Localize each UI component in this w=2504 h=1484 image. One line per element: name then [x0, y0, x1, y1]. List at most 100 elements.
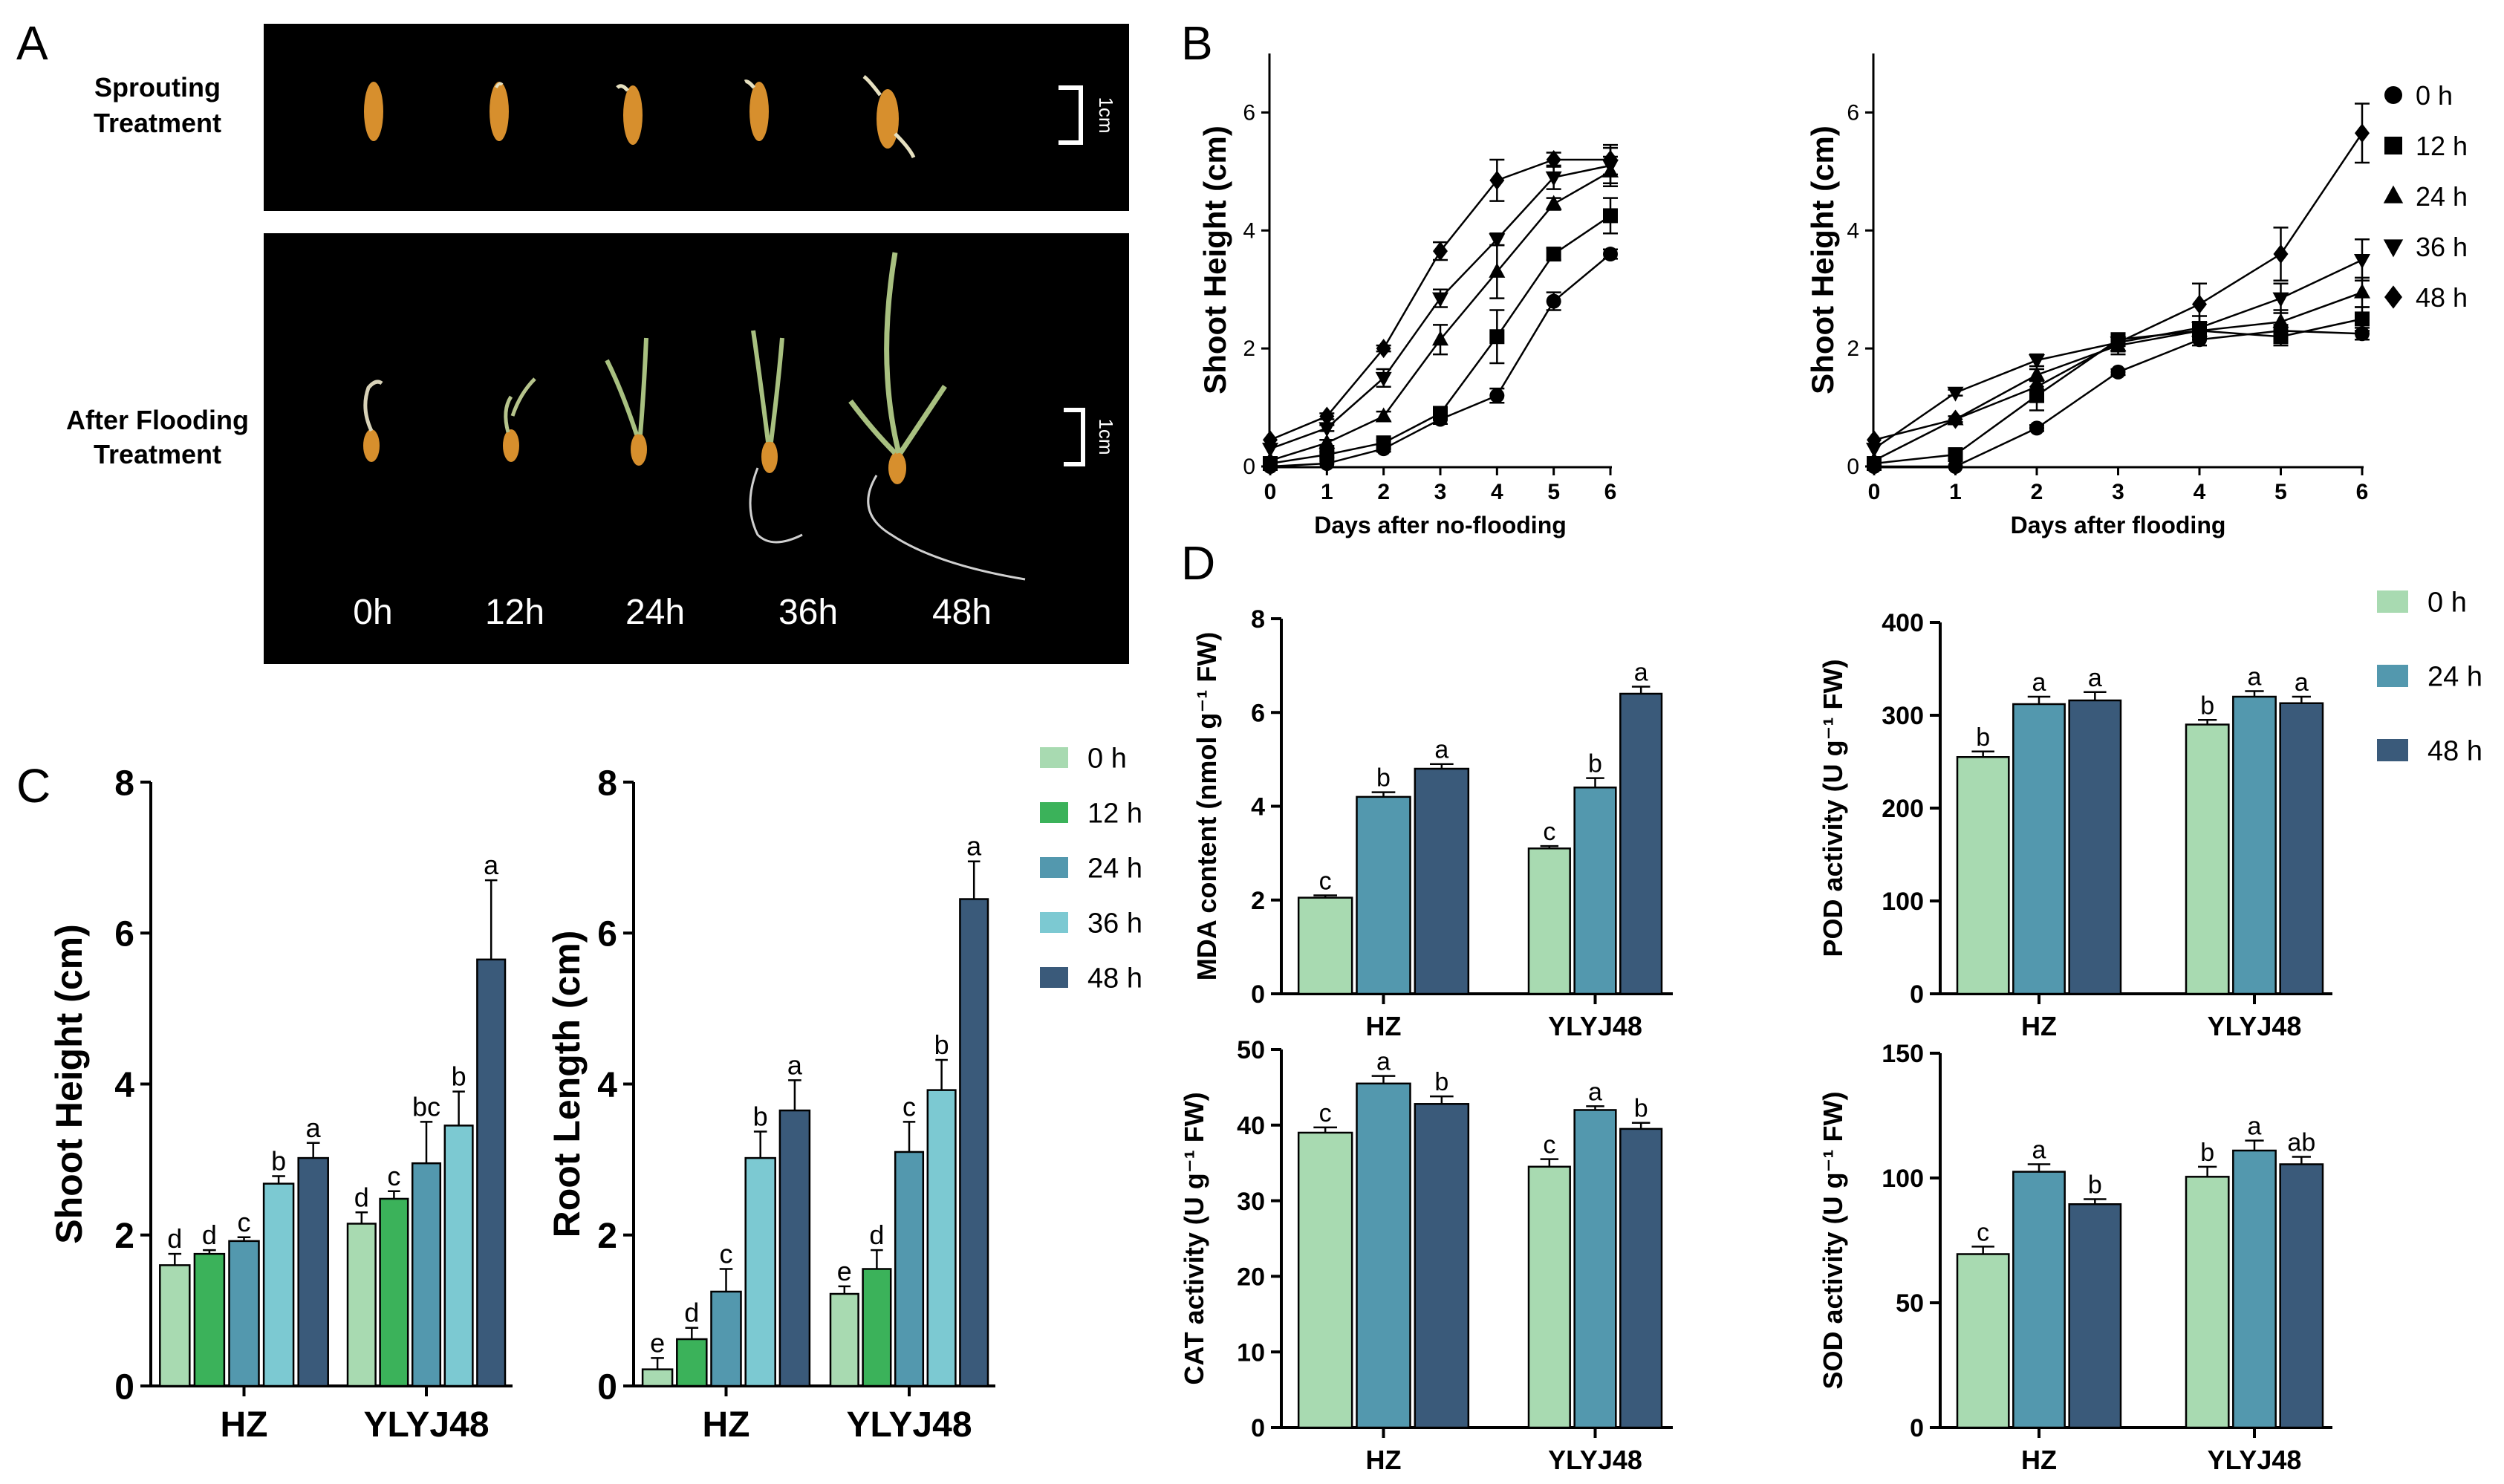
y-tick-label: 0 [1251, 1414, 1265, 1442]
data-point-0-h [2029, 420, 2044, 436]
chart-shoot-height-flooding: 0 2 4 6 0 1 2 3 4 5 6 Days after flooding Shoot Heig… [1805, 53, 2468, 538]
bar-hz-0-h [1297, 1131, 1353, 1429]
data-point-48-h [2192, 294, 2207, 314]
scale-label-bottom: 1cm [1095, 418, 1117, 455]
x-category-label: YLYJ48 [2208, 1011, 2302, 1041]
data-point-48-h [2355, 123, 2370, 143]
data-point-48-h [1546, 149, 1561, 169]
significance-letter: a [2248, 663, 2262, 691]
y-axis-title: MDA content (nmol g⁻¹ FW) [1191, 632, 1222, 981]
data-point-24-h [1545, 195, 1562, 210]
data-point-36-h [1489, 233, 1506, 249]
x-category-label: YLYJ48 [1548, 1445, 1642, 1475]
legend-marker-36-h [2383, 239, 2404, 258]
photo-label-sprouting-1: Sprouting [94, 72, 221, 102]
y-tick-label: 0 [1910, 980, 1924, 1009]
x-axis-title: Days after no-flooding [1314, 512, 1567, 538]
legend-label: 12 h [1087, 798, 1142, 830]
y-tick-label: 200 [1882, 795, 1924, 823]
data-point-36-h [1262, 443, 1278, 458]
bar-hz-36-h [262, 1182, 295, 1387]
data-point-48-h [1489, 170, 1505, 190]
bar-hz-36-h [744, 1156, 776, 1387]
legend-marker-24-h [2383, 185, 2404, 204]
panel-letter-c: C [16, 759, 51, 813]
y-tick-label: 6 [597, 915, 617, 954]
data-point-48-h [1433, 241, 1448, 261]
data-point-48-h [1263, 430, 1278, 450]
data-point-36-h [1866, 443, 1882, 458]
bar-hz-24-h [710, 1290, 742, 1387]
significance-letter: a [2088, 664, 2102, 692]
significance-letter: a [2248, 1113, 2262, 1141]
bar-hz-0-h [1956, 1253, 2010, 1429]
y-tick-label: 8 [597, 764, 617, 803]
bar-ylyj48-0-h [2185, 723, 2230, 995]
legend-marker-12-h [2384, 137, 2402, 154]
y-tick-label: 2 [1847, 336, 1859, 361]
data-point-48-h [1603, 149, 1618, 169]
series-0-h [1263, 247, 1618, 474]
x-tick-label: 3 [2112, 480, 2124, 504]
significance-letter: d [354, 1182, 369, 1212]
chart-pod-activity: 0 100 200 300 400 POD activity (U g⁻¹ FW) HZ b a… [1818, 588, 2482, 1041]
data-point-24-h [1866, 452, 1882, 467]
series-48-h [1867, 102, 2370, 450]
bar-ylyj48-0-h [1527, 847, 1571, 995]
legend-label: 24 h [2416, 181, 2468, 212]
significance-letter: b [1376, 764, 1391, 793]
scale-bar-bottom [1064, 408, 1085, 466]
significance-letter: d [869, 1220, 884, 1250]
x-axis-title: Days after flooding [2011, 512, 2226, 538]
legend-marker-0-h [2384, 86, 2402, 104]
significance-letter: a [1634, 659, 1648, 687]
y-axis-title: POD activity (U g⁻¹ FW) [1818, 659, 1848, 957]
legend-swatch-48-h [2377, 739, 2408, 761]
y-tick-label: 30 [1237, 1188, 1265, 1216]
legend-swatch-24-h [1040, 857, 1068, 878]
significance-letter: a [2032, 1136, 2046, 1165]
significance-letter: c [1319, 1099, 1332, 1127]
bar-hz-48-h [297, 1156, 329, 1387]
series-line-48-h [1873, 132, 2364, 441]
y-tick-label: 2 [114, 1217, 134, 1256]
y-axis-title: CAT activity (U g⁻¹ FW) [1179, 1092, 1209, 1384]
y-tick-label: 0 [1243, 455, 1255, 479]
y-tick-label: 4 [597, 1066, 617, 1105]
y-tick-label: 4 [1243, 218, 1255, 243]
significance-letter: e [650, 1327, 665, 1358]
x-category-label: HZ [1366, 1011, 1402, 1041]
significance-letter: e [837, 1256, 852, 1286]
legend-label: 24 h [2427, 662, 2482, 693]
data-point-48-h [2110, 333, 2126, 353]
data-point-36-h [1318, 422, 1336, 437]
seed-12h-sprouting [490, 82, 509, 141]
x-tick-label: 1 [1321, 480, 1333, 504]
data-point-48-h [1948, 409, 1963, 429]
bar-hz-24-h [2012, 1171, 2066, 1429]
x-category-label: YLYJ48 [1548, 1011, 1642, 1041]
data-point-36-h [1432, 292, 1448, 307]
y-tick-label: 6 [114, 915, 134, 954]
data-point-12-h [2355, 311, 2370, 327]
bar-ylyj48-12-h [862, 1268, 892, 1387]
bar-hz-0-h [159, 1264, 191, 1387]
y-tick-label: 300 [1882, 702, 1924, 730]
significance-letter: c [238, 1207, 251, 1237]
time-label-36h: 36h [778, 593, 838, 632]
significance-letter: c [387, 1161, 400, 1191]
data-point-0-h [1948, 459, 1963, 474]
time-label-12h: 12h [485, 593, 544, 632]
bar-hz-0-h [1956, 756, 2010, 995]
significance-letter: ab [2287, 1128, 2315, 1156]
x-tick-label: 6 [1604, 480, 1617, 504]
data-point-48-h [1319, 406, 1335, 426]
y-tick-label: 2 [1243, 336, 1255, 361]
bar-ylyj48-24-h [2232, 695, 2277, 995]
y-tick-label: 4 [1251, 793, 1265, 821]
data-point-24-h [1262, 452, 1278, 467]
x-tick-label: 5 [2274, 480, 2287, 504]
bar-hz-24-h [1356, 795, 1411, 995]
significance-letter: a [1376, 1048, 1391, 1076]
